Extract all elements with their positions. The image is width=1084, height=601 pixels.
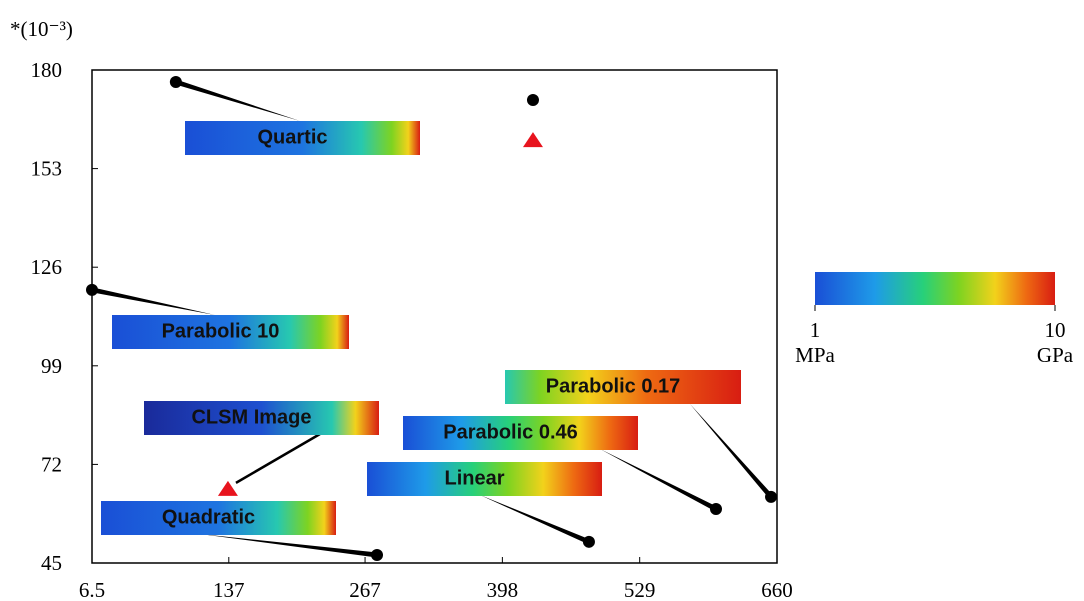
colorbar xyxy=(815,272,1055,305)
annotation-label: Quadratic xyxy=(162,506,255,528)
y-tick-label: 180 xyxy=(31,58,63,82)
annotation-label: Parabolic 0.17 xyxy=(546,375,681,397)
annotation-label: Parabolic 0.46 xyxy=(443,421,578,443)
dot-point xyxy=(86,284,98,296)
triangle-point xyxy=(218,481,238,496)
colorbar-tick-label: 1 xyxy=(810,318,821,342)
annotation-label: Quartic xyxy=(257,126,327,148)
dot-point xyxy=(170,76,182,88)
y-unit: *(10⁻³) xyxy=(10,17,73,41)
x-tick-label: 660 xyxy=(761,578,793,601)
annotation-label: CLSM Image xyxy=(191,406,311,428)
y-tick-label: 72 xyxy=(41,452,62,476)
x-tick-label: 398 xyxy=(487,578,519,601)
annotation-leader xyxy=(480,495,590,544)
annotation-leader xyxy=(600,449,717,511)
dot-point xyxy=(371,549,383,561)
annotation-leader xyxy=(200,534,377,557)
x-tick-label: 267 xyxy=(349,578,381,601)
y-tick-label: 153 xyxy=(31,157,63,181)
annotation-leader xyxy=(690,404,773,499)
triangle-point xyxy=(523,132,543,147)
chart: *(10⁻³) 45 72 99 126 153 180 6.5 137 267 398 529 66… xyxy=(0,0,1084,601)
colorbar-unit: GPa xyxy=(1037,343,1074,367)
colorbar-tick-label: 10 xyxy=(1045,318,1066,342)
colorbar-unit: MPa xyxy=(795,343,835,367)
x-tick-label: 137 xyxy=(213,578,245,601)
dot-point xyxy=(710,503,722,515)
y-tick-label: 45 xyxy=(41,551,62,575)
dot-point xyxy=(765,491,777,503)
annotation-label: Linear xyxy=(444,467,504,489)
x-tick-label: 6.5 xyxy=(79,578,105,601)
dot-point xyxy=(527,94,539,106)
annotation-arrow xyxy=(236,434,320,483)
dot-point xyxy=(583,536,595,548)
y-tick-label: 99 xyxy=(41,354,62,378)
x-tick-label: 529 xyxy=(624,578,656,601)
annotation-leader xyxy=(175,80,300,121)
annotation-leader xyxy=(91,287,215,315)
annotation-label: Parabolic 10 xyxy=(162,320,280,342)
y-tick-label: 126 xyxy=(31,255,63,279)
